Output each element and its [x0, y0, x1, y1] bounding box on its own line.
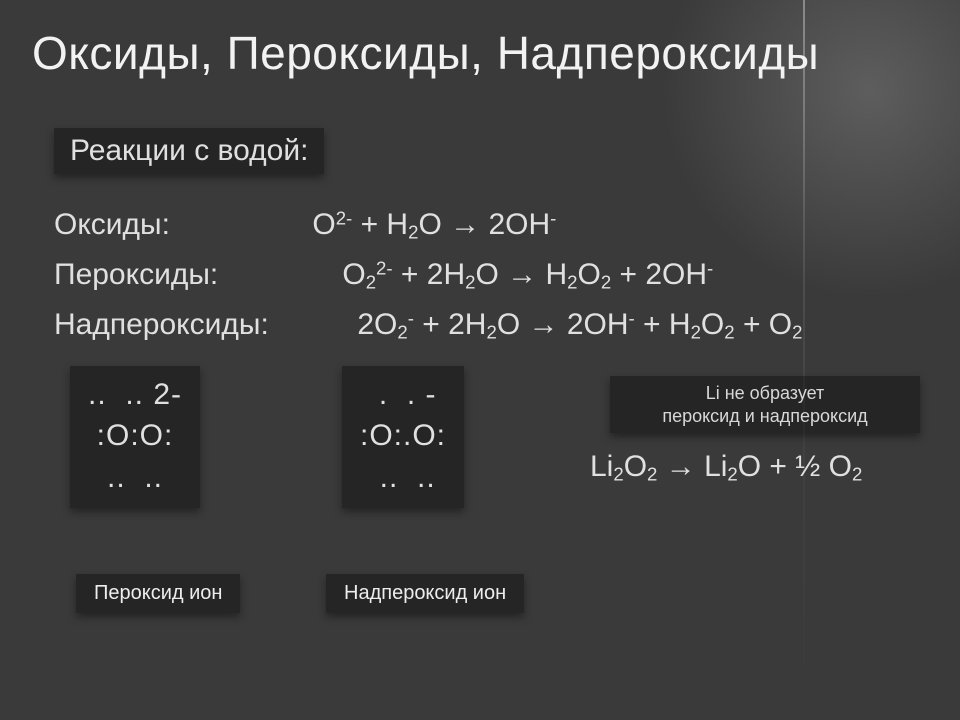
lithium-note-line2: пероксид и надпероксид — [662, 406, 867, 426]
lewis-superoxide-bot: .. .. — [360, 457, 446, 498]
equation-oxide: Оксиды: O2- + H2O → 2OH- — [54, 208, 556, 244]
vertical-accent-line — [803, 0, 805, 720]
equation-peroxide: Пероксиды: O22- + 2H2O → H2O2 + 2OH- — [54, 258, 713, 294]
lewis-peroxide-top: .. .. 2- — [88, 374, 182, 415]
lewis-peroxide-mid: :O:O: — [88, 415, 182, 456]
lewis-peroxide-ion: .. .. 2- :O:O: .. .. — [70, 366, 200, 508]
lewis-superoxide-top: . . - — [360, 374, 446, 415]
caption-peroxide-ion: Пероксид ион — [76, 574, 240, 613]
slide-title: Оксиды, Пероксиды, Надпероксиды — [32, 26, 819, 80]
equation-oxide-formula: O2- + H2O → 2OH- — [312, 208, 556, 241]
equation-peroxide-label: Пероксиды: — [54, 258, 334, 292]
lewis-peroxide-bot: .. .. — [88, 457, 182, 498]
equation-oxide-label: Оксиды: — [54, 208, 304, 242]
equation-peroxide-formula: O22- + 2H2O → H2O2 + 2OH- — [342, 258, 713, 291]
lewis-superoxide-ion: . . - :O:.O: .. .. — [342, 366, 464, 508]
equation-superoxide: Надпероксиды: 2O2- + 2H2O → 2OH- + H2O2 … — [54, 308, 802, 344]
lithium-note-line1: Li не образует — [706, 383, 825, 403]
equation-superoxide-formula: 2O2- + 2H2O → 2OH- + H2O2 + O2 — [357, 308, 802, 341]
lewis-superoxide-mid: :O:.O: — [360, 415, 446, 456]
lithium-equation: Li2O2 → Li2O + ½ O2 — [590, 450, 862, 486]
equation-superoxide-label: Надпероксиды: — [54, 308, 349, 342]
caption-superoxide-ion: Надпероксид ион — [326, 574, 524, 613]
lithium-note: Li не образует пероксид и надпероксид — [610, 376, 920, 433]
section-subheader: Реакции с водой: — [54, 128, 324, 174]
